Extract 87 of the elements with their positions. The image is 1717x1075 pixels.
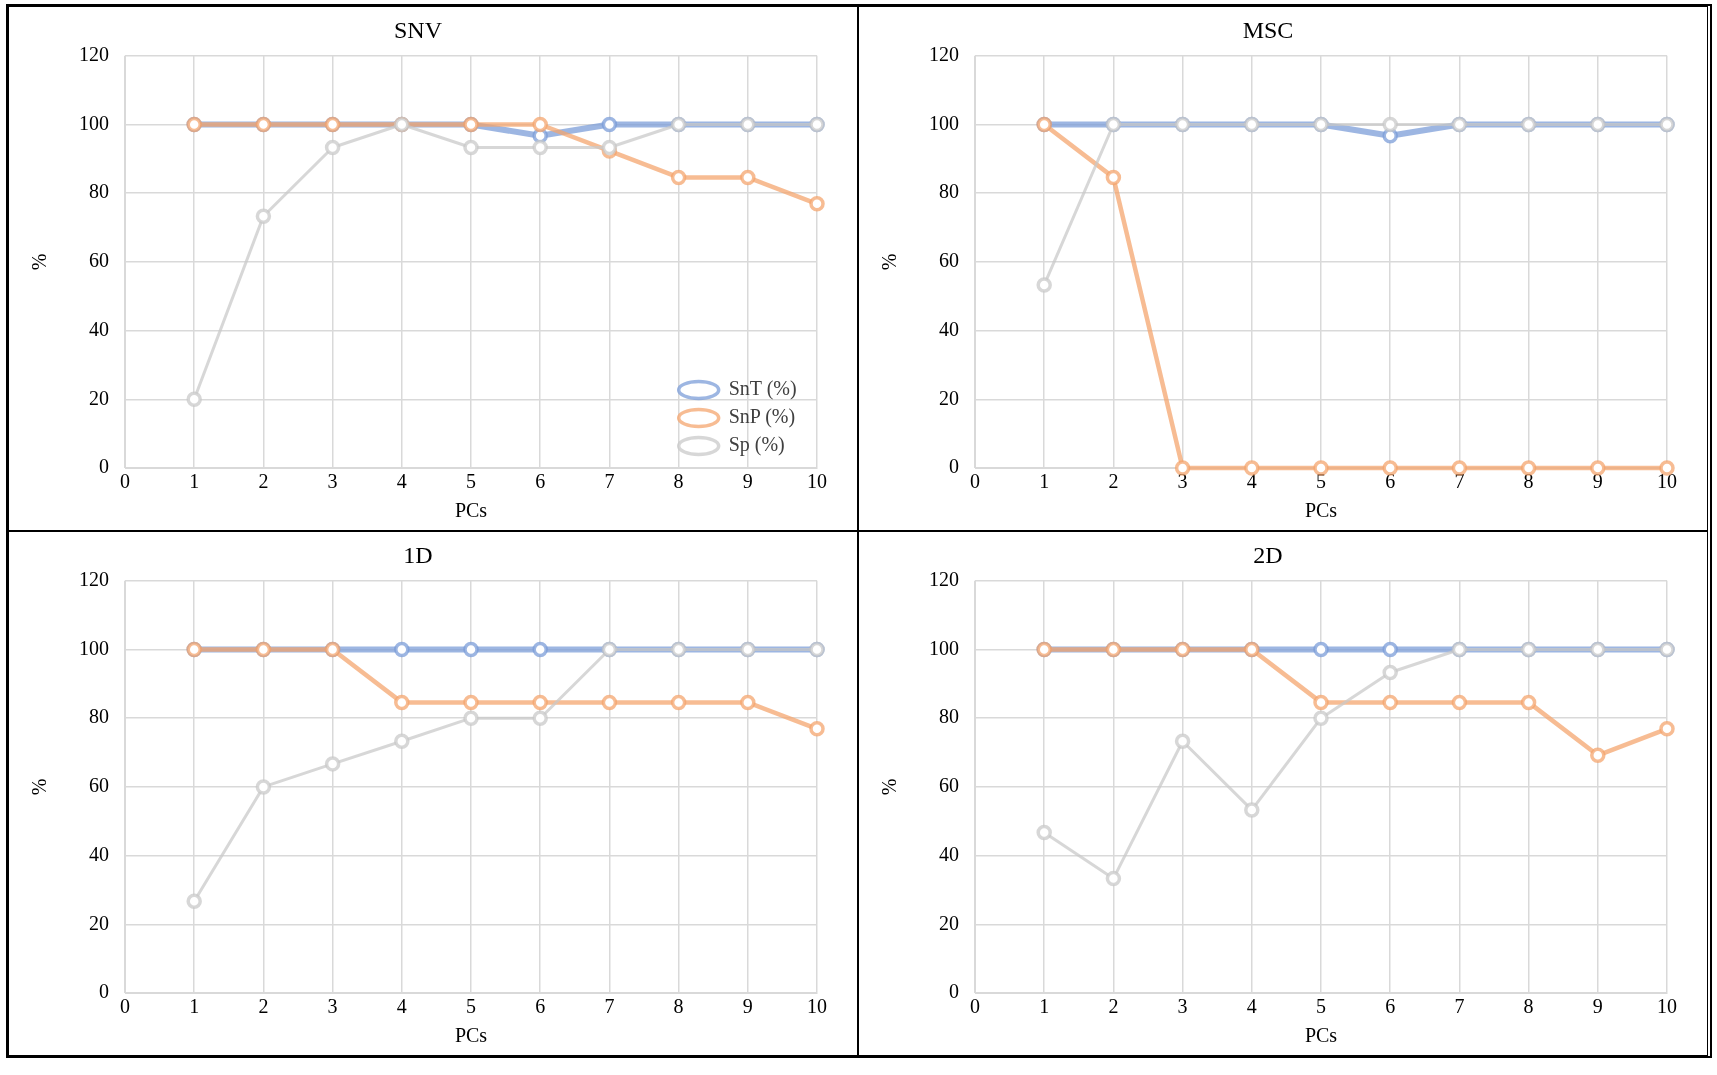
x-tick-label: 7 [604, 995, 615, 1018]
chart-title: SNV [393, 16, 443, 43]
x-tick-label: 2 [258, 995, 269, 1018]
x-tick-label: 2 [1108, 470, 1119, 493]
x-tick-label: 0 [120, 470, 130, 493]
legend-label: SnP (%) [728, 405, 796, 429]
x-tick-label: 8 [1523, 995, 1534, 1018]
x-tick-label: 8 [673, 995, 684, 1018]
y-tick-label: 40 [939, 317, 959, 340]
x-tick-label: 5 [466, 995, 476, 1018]
y-tick-label: 20 [939, 386, 959, 409]
chart-title: 2D [1253, 541, 1283, 568]
x-tick-label: 3 [327, 995, 338, 1018]
x-tick-label: 4 [396, 470, 407, 493]
x-tick-label: 5 [1316, 995, 1326, 1018]
x-tick-label: 0 [120, 995, 130, 1018]
x-axis-title: PCs [454, 499, 488, 522]
x-tick-label: 6 [535, 995, 546, 1018]
x-tick-label: 4 [396, 995, 407, 1018]
y-tick-label: 40 [939, 842, 959, 865]
x-tick-label: 6 [1385, 995, 1396, 1018]
x-tick-label: 5 [1316, 470, 1326, 493]
x-tick-label: 6 [535, 470, 546, 493]
x-tick-label: 0 [970, 470, 980, 493]
x-tick-label: 3 [1177, 995, 1188, 1018]
y-tick-label: 60 [89, 249, 109, 272]
x-tick-label: 9 [742, 470, 753, 493]
x-tick-label: 4 [1246, 470, 1257, 493]
y-axis-title: % [28, 253, 51, 271]
x-tick-label: 3 [1177, 470, 1188, 493]
x-tick-label: 4 [1246, 995, 1257, 1018]
x-axis-title: PCs [454, 1024, 488, 1047]
y-axis-title: % [878, 778, 901, 796]
x-tick-label: 9 [1592, 995, 1603, 1018]
y-tick-label: 120 [79, 568, 109, 591]
x-tick-label: 5 [466, 470, 476, 493]
legend-label: Sp (%) [728, 433, 785, 457]
y-tick-label: 20 [89, 911, 109, 934]
y-tick-label: 60 [939, 774, 959, 797]
x-tick-label: 7 [1454, 995, 1465, 1018]
x-tick-label: 9 [1592, 470, 1603, 493]
x-tick-label: 9 [742, 995, 753, 1018]
x-tick-label: 1 [189, 995, 200, 1018]
x-tick-label: 8 [1523, 470, 1534, 493]
y-tick-label: 100 [79, 636, 109, 659]
legend-label: SnT (%) [728, 377, 797, 401]
y-tick-label: 120 [929, 568, 959, 591]
y-tick-label: 80 [939, 705, 959, 728]
y-tick-label: 0 [949, 455, 959, 478]
y-axis-title: % [878, 253, 901, 271]
x-tick-label: 1 [189, 470, 200, 493]
y-tick-label: 80 [89, 180, 109, 203]
x-tick-label: 6 [1385, 470, 1396, 493]
y-tick-label: 80 [89, 705, 109, 728]
y-tick-label: 120 [929, 43, 959, 66]
x-tick-label: 3 [327, 470, 338, 493]
x-axis-title: PCs [1304, 499, 1338, 522]
x-tick-label: 7 [1454, 470, 1465, 493]
y-tick-label: 100 [929, 111, 959, 134]
y-tick-label: 60 [89, 774, 109, 797]
y-axis-title: % [28, 778, 51, 796]
chart-title: MSC [1242, 16, 1294, 43]
x-axis-title: PCs [1304, 1024, 1338, 1047]
x-tick-label: 1 [1039, 995, 1050, 1018]
x-tick-label: 2 [1108, 995, 1119, 1018]
x-tick-label: 1 [1039, 470, 1050, 493]
x-tick-label: 10 [1657, 470, 1677, 493]
x-tick-label: 7 [604, 470, 615, 493]
x-tick-label: 8 [673, 470, 684, 493]
y-tick-label: 20 [89, 386, 109, 409]
x-tick-label: 10 [807, 995, 827, 1018]
y-tick-label: 120 [79, 43, 109, 66]
chart-title: 1D [403, 541, 433, 568]
x-tick-label: 10 [1657, 995, 1677, 1018]
y-tick-label: 40 [89, 317, 109, 340]
y-tick-label: 100 [929, 636, 959, 659]
x-tick-label: 10 [807, 470, 827, 493]
y-tick-label: 0 [99, 455, 109, 478]
y-tick-label: 80 [939, 180, 959, 203]
x-tick-label: 2 [258, 470, 269, 493]
y-tick-label: 20 [939, 911, 959, 934]
y-tick-label: 100 [79, 111, 109, 134]
y-tick-label: 40 [89, 842, 109, 865]
y-tick-label: 0 [99, 980, 109, 1003]
y-tick-label: 0 [949, 980, 959, 1003]
x-tick-label: 0 [970, 995, 980, 1018]
y-tick-label: 60 [939, 249, 959, 272]
